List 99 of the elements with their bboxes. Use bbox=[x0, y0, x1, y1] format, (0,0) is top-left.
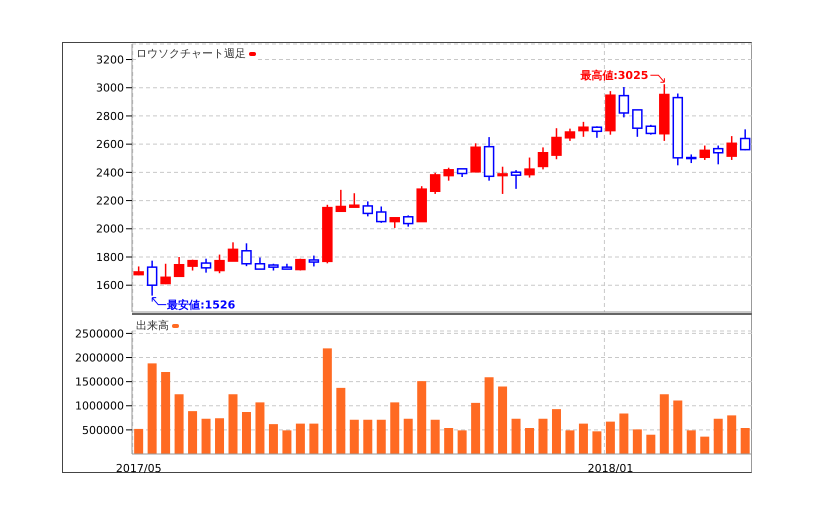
y-tick-label: 1600 bbox=[96, 279, 124, 292]
bar bbox=[606, 422, 615, 454]
bar bbox=[632, 429, 642, 454]
annotation: 最安値:1526 bbox=[166, 298, 236, 312]
candlestick bbox=[510, 169, 522, 190]
bar bbox=[417, 381, 426, 454]
candlestick bbox=[699, 144, 710, 161]
bar bbox=[686, 430, 696, 454]
bar bbox=[242, 412, 251, 454]
y-tick-label: 500000 bbox=[82, 424, 124, 437]
bar bbox=[282, 430, 292, 454]
candlestick bbox=[430, 172, 440, 195]
candlestick bbox=[228, 242, 238, 262]
annotation: 最高値:3025 bbox=[579, 69, 648, 82]
bar bbox=[512, 418, 521, 454]
candlestick bbox=[187, 258, 198, 272]
bar bbox=[376, 420, 386, 454]
bar bbox=[336, 388, 346, 454]
bar bbox=[188, 411, 198, 454]
bar bbox=[174, 394, 184, 454]
candlestick bbox=[389, 217, 400, 229]
bar bbox=[161, 372, 170, 454]
bar bbox=[404, 418, 413, 454]
candlestick bbox=[241, 242, 252, 267]
bar bbox=[202, 418, 211, 454]
chart-title: ロウソクチャート週足 bbox=[136, 46, 246, 61]
bar bbox=[484, 377, 494, 454]
bar bbox=[322, 348, 332, 454]
y-tick-label: 2000000 bbox=[75, 351, 124, 364]
candlestick bbox=[376, 206, 387, 224]
y-tick-label: 2200 bbox=[96, 194, 124, 208]
bar bbox=[700, 436, 710, 454]
y-tick-label: 1000000 bbox=[75, 400, 124, 413]
candlestick bbox=[336, 189, 346, 212]
bar bbox=[148, 363, 157, 454]
bar bbox=[390, 402, 400, 454]
y-tick-label: 2800 bbox=[96, 110, 124, 123]
bar bbox=[458, 430, 467, 454]
bar bbox=[471, 402, 480, 454]
y-tick-label: 3000 bbox=[96, 82, 124, 95]
bar bbox=[538, 418, 548, 454]
bar bbox=[444, 428, 454, 454]
bar bbox=[646, 434, 656, 454]
candlestick bbox=[146, 260, 158, 296]
y-tick-label: 2000 bbox=[96, 222, 124, 236]
candlestick bbox=[362, 200, 374, 218]
bar bbox=[309, 424, 318, 454]
y-tick-label: 2400 bbox=[96, 166, 124, 180]
candlestick bbox=[618, 86, 630, 118]
candlestick bbox=[443, 166, 454, 182]
x-tick-label: 2018/01 bbox=[588, 462, 634, 475]
candlestick bbox=[174, 256, 184, 278]
bar bbox=[565, 430, 574, 454]
candlestick bbox=[712, 144, 724, 166]
bar bbox=[525, 428, 534, 454]
candlestick bbox=[160, 263, 171, 285]
candlestick bbox=[592, 125, 602, 139]
candlestick bbox=[740, 128, 750, 152]
candlestick bbox=[308, 254, 320, 268]
y-tick-label: 2500000 bbox=[75, 327, 124, 340]
y-tick-label: 3200 bbox=[96, 53, 124, 66]
y-tick-label: 1500000 bbox=[75, 376, 124, 389]
y-tick-label: 1800 bbox=[96, 250, 124, 264]
bar bbox=[740, 428, 750, 454]
candlestick bbox=[632, 109, 643, 138]
bar bbox=[498, 386, 508, 454]
candlestick bbox=[497, 166, 508, 195]
bar bbox=[228, 394, 238, 454]
bar bbox=[430, 420, 440, 454]
bar bbox=[727, 415, 736, 454]
bar bbox=[660, 394, 669, 454]
bar bbox=[673, 400, 682, 454]
bar bbox=[619, 413, 628, 454]
bar bbox=[255, 402, 264, 454]
candlestick bbox=[214, 254, 225, 274]
candlestick bbox=[254, 256, 266, 270]
bar bbox=[296, 424, 305, 454]
legend-label: 出来高 bbox=[136, 318, 169, 333]
bar bbox=[268, 424, 278, 454]
bar bbox=[363, 420, 372, 454]
bar bbox=[552, 409, 561, 454]
bar bbox=[578, 424, 588, 454]
candlestick bbox=[726, 135, 737, 161]
candlestick bbox=[538, 146, 548, 170]
y-tick-label: 2600 bbox=[96, 138, 124, 152]
candlestick bbox=[646, 124, 656, 136]
candlestick bbox=[551, 127, 562, 160]
x-tick-label: 2017/05 bbox=[116, 462, 162, 475]
candlestick bbox=[349, 192, 360, 208]
bar bbox=[215, 418, 224, 454]
candlestick bbox=[524, 156, 535, 178]
bar bbox=[350, 420, 359, 454]
candlestick bbox=[578, 121, 589, 138]
candlestick bbox=[200, 258, 212, 274]
candlestick bbox=[402, 214, 414, 228]
candlestick bbox=[564, 128, 576, 142]
bar bbox=[714, 418, 723, 454]
bar bbox=[134, 428, 144, 454]
bar bbox=[592, 431, 602, 454]
